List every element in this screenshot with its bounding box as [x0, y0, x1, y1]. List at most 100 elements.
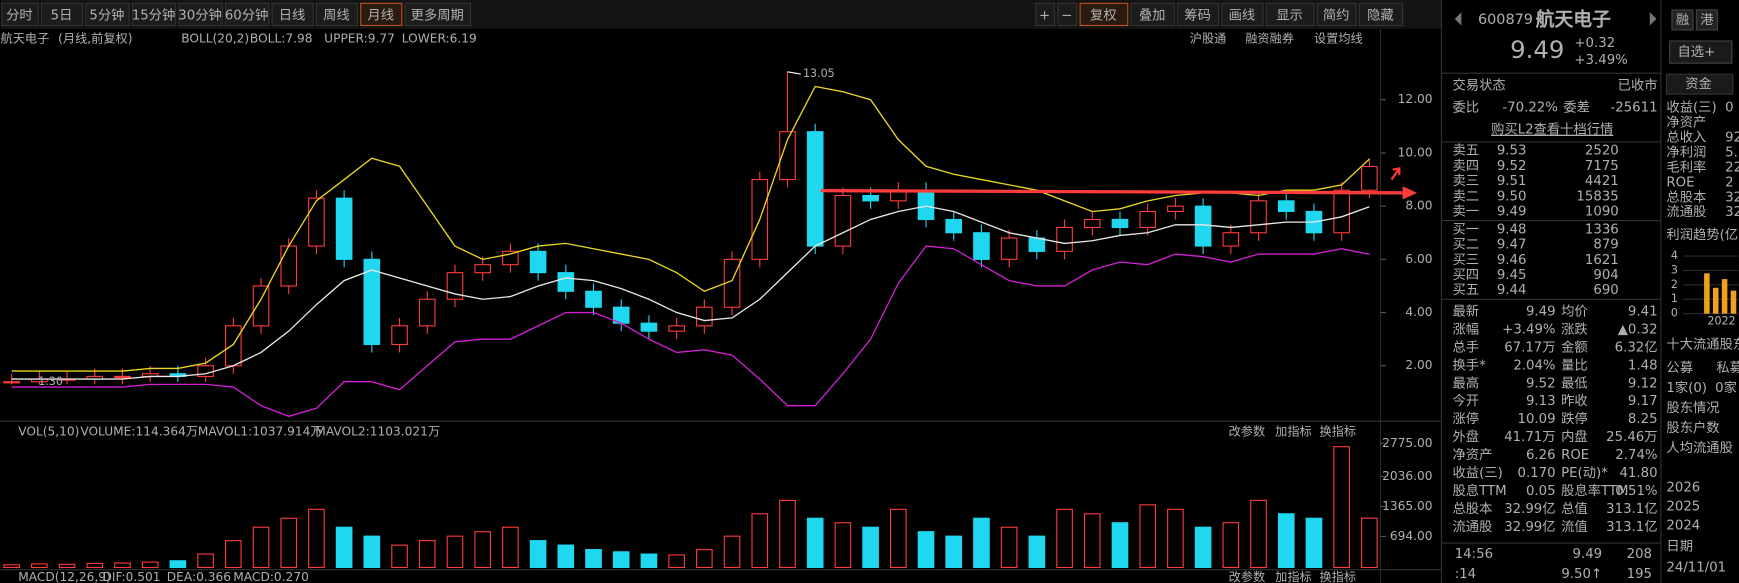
tab-label[interactable]: 资金 [1685, 76, 1712, 92]
fund-tab[interactable]: 公募 [1666, 360, 1693, 376]
trend-tick: 2 [1671, 278, 1678, 291]
period-label[interactable]: 5日 [51, 9, 73, 24]
period-label[interactable]: 周线 [323, 8, 350, 24]
stat-label: ROE [1561, 448, 1589, 463]
stat-label: 最低 [1561, 375, 1588, 391]
period-button[interactable] [178, 2, 223, 27]
book-price: 9.47 [1497, 238, 1527, 253]
volume-bar [557, 544, 575, 569]
tab[interactable] [1665, 73, 1734, 95]
tool-label[interactable]: 显示 [1276, 9, 1303, 24]
vol-button[interactable]: 换指标 [1319, 424, 1356, 439]
period-button[interactable] [40, 2, 84, 27]
volume-bar [1028, 535, 1046, 569]
ratio: -70.22% [1502, 101, 1557, 116]
tool-button[interactable] [1316, 2, 1357, 27]
macd-button[interactable]: 换指标 [1319, 569, 1356, 583]
stat-value: 9.52 [1526, 376, 1556, 391]
side-button[interactable] [1695, 9, 1718, 31]
chart-link[interactable]: 沪股通 [1190, 31, 1227, 45]
tool-label[interactable]: 简约 [1323, 7, 1350, 24]
stat-value: 9.49 [1526, 304, 1556, 319]
period-button[interactable] [85, 2, 130, 27]
tool-label[interactable]: − [1061, 9, 1072, 24]
tool-label[interactable]: + [1039, 9, 1050, 24]
fin-label: 流通股 [1666, 204, 1706, 220]
volume-bar [1056, 508, 1073, 569]
tool-label[interactable]: 叠加 [1139, 8, 1166, 24]
macd-button[interactable]: 改参数 [1229, 569, 1266, 583]
tool-button[interactable] [1057, 2, 1078, 27]
stat-label: 均价 [1561, 303, 1588, 319]
period-label[interactable]: 5分钟 [89, 7, 124, 24]
fin-label: 毛利率 [1666, 158, 1706, 175]
tool-label[interactable]: 隐藏 [1367, 8, 1394, 24]
tool-button[interactable] [1358, 2, 1404, 27]
stat-value: +3.49% [1502, 322, 1555, 337]
period-button[interactable] [360, 2, 403, 27]
macd-button[interactable]: 加指标 [1275, 569, 1312, 583]
tool-button[interactable] [1265, 2, 1315, 27]
stat-value: 67.17万 [1504, 340, 1555, 355]
period-button[interactable] [224, 2, 270, 27]
stat-value: 32.99亿 [1504, 501, 1555, 517]
l2-link[interactable]: 购买L2查看十档行情 [1491, 122, 1613, 138]
book-qty: 2520 [1585, 144, 1619, 159]
tool-button[interactable] [1079, 2, 1129, 27]
period-label[interactable]: 15分钟 [132, 7, 176, 24]
trend-arrow [1402, 186, 1418, 200]
tool-label[interactable]: 筹码 [1184, 7, 1211, 24]
watch-label[interactable]: 自选+ [1677, 44, 1715, 60]
stat-value: 2.04% [1513, 358, 1555, 373]
volume-bar [1000, 526, 1018, 569]
fund-tab[interactable]: 私募 [1716, 360, 1739, 376]
stat-value: 9.13 [1526, 394, 1556, 409]
last-price: 9.49 [1510, 35, 1564, 64]
period-label[interactable]: 月线 [367, 8, 394, 24]
tick-time: 14:56 [1455, 547, 1493, 562]
period-label[interactable]: 60分钟 [225, 7, 269, 24]
vol-button[interactable]: 改参数 [1229, 424, 1266, 439]
period-label[interactable]: 日线 [279, 8, 306, 24]
tool-button[interactable] [1035, 2, 1056, 27]
period-label[interactable]: 30分钟 [178, 7, 222, 24]
period-button[interactable] [404, 2, 472, 27]
status-label: 交易状态 [1453, 76, 1506, 93]
volume-bar [1250, 499, 1267, 569]
period-label[interactable]: 更多周期 [411, 7, 464, 24]
side-button[interactable] [1671, 9, 1694, 31]
period-button[interactable] [271, 2, 314, 27]
tool-label[interactable]: 画线 [1229, 8, 1256, 24]
tick-price: 9.50↑ [1561, 567, 1602, 582]
y-tick-label: 2.00 [1405, 358, 1432, 372]
stat-label: 昨收 [1561, 393, 1588, 409]
period-button[interactable] [131, 2, 177, 27]
stat-label: 最新 [1453, 303, 1480, 319]
chart-link[interactable]: 融资融券 [1245, 30, 1294, 45]
stat-label: 总值 [1561, 501, 1588, 517]
book-label: 卖五 [1453, 143, 1480, 159]
stat-value: 1.48 [1628, 358, 1658, 373]
mavol2: MAVOL2:1103.021万 [315, 425, 440, 439]
candle-body [1222, 232, 1240, 247]
side-button-label[interactable]: 融 [1676, 12, 1689, 28]
tool-button[interactable] [1130, 2, 1175, 27]
period-button[interactable] [315, 2, 358, 27]
tool-button[interactable] [1221, 2, 1264, 27]
watch-button[interactable] [1669, 40, 1733, 64]
stat-label: 最高 [1453, 374, 1480, 391]
tool-button[interactable] [1177, 2, 1220, 27]
volume-bar [1333, 446, 1350, 569]
tool-label[interactable]: 复权 [1090, 7, 1117, 24]
vol-button[interactable]: 加指标 [1275, 424, 1312, 439]
volume-bar [308, 508, 325, 569]
period-button[interactable] [1, 2, 39, 27]
candle-body [1111, 218, 1129, 228]
fin-value: 0 [1725, 101, 1733, 116]
book-label: 卖一 [1453, 203, 1480, 219]
side-button-label[interactable]: 港 [1700, 12, 1714, 28]
chart-link[interactable]: 设置均线 [1314, 31, 1363, 45]
stat-label: 金额 [1561, 339, 1588, 355]
upper-value: UPPER:9.77 [324, 31, 395, 45]
period-label[interactable]: 分时 [6, 8, 33, 24]
